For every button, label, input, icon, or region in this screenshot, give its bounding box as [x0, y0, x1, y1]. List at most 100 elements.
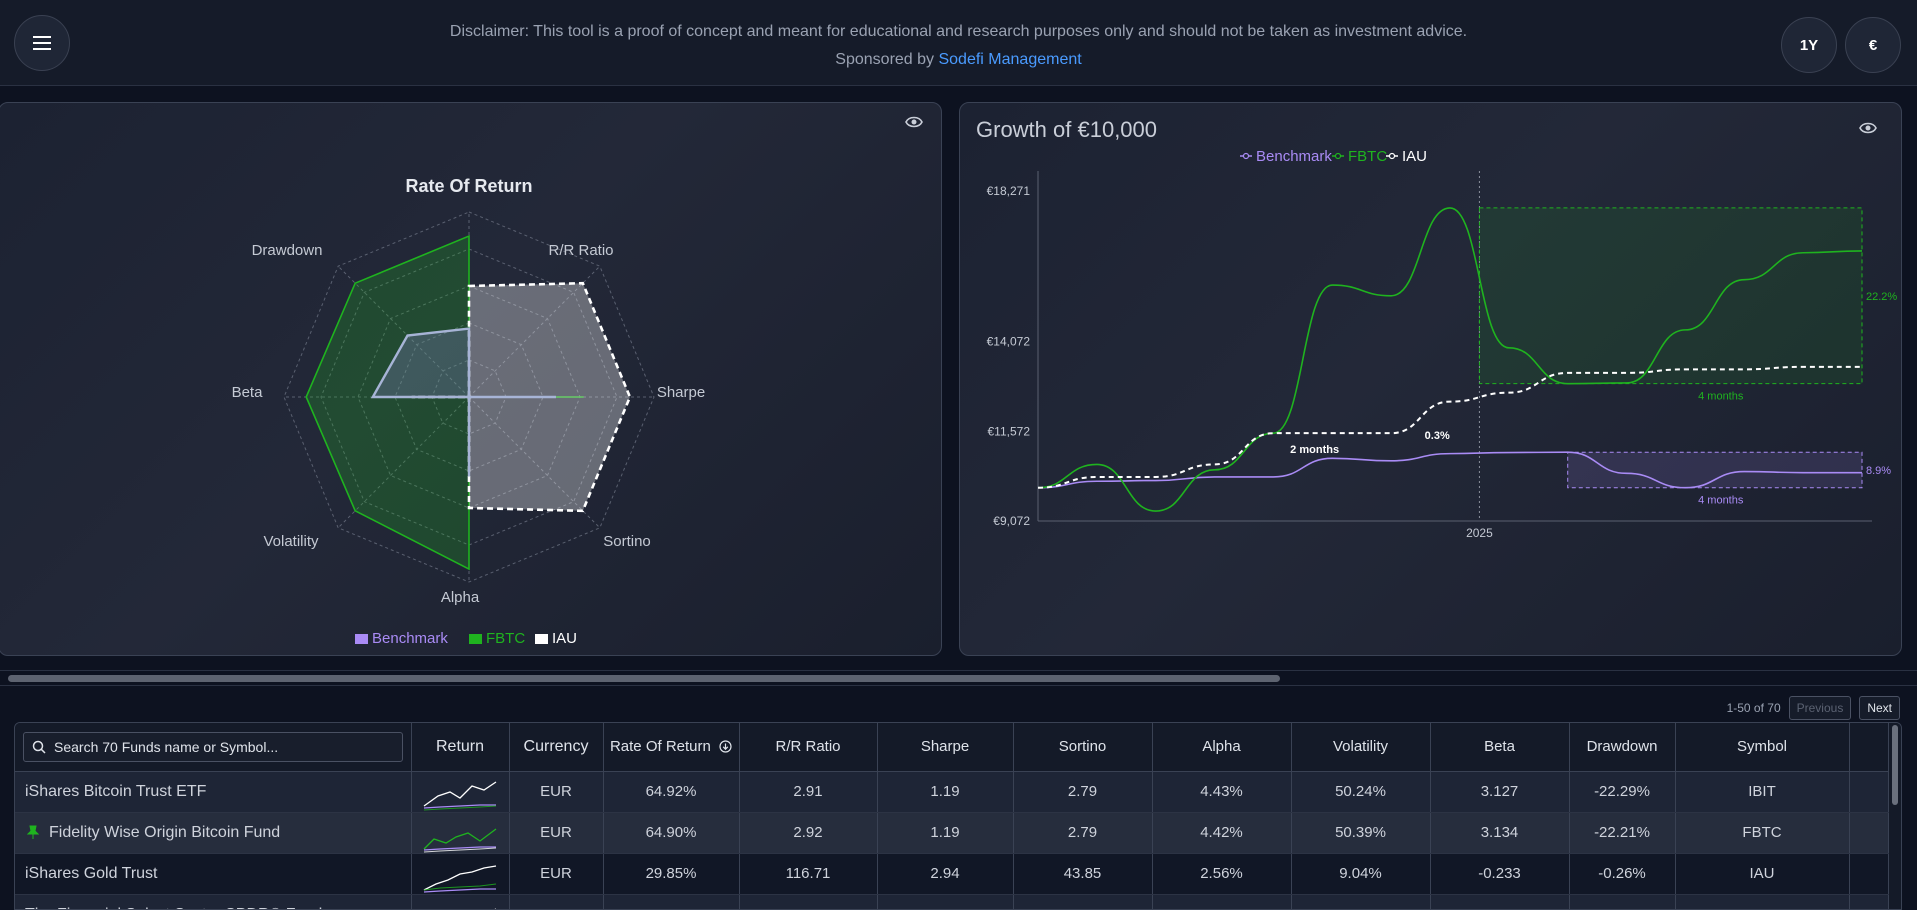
search-box[interactable]: [23, 731, 403, 762]
column-volatility[interactable]: Volatility: [1291, 723, 1431, 772]
fund-name-cell[interactable]: Fidelity Wise Origin Bitcoin Fund: [15, 812, 412, 854]
column-currency[interactable]: Currency: [509, 723, 604, 772]
column-return[interactable]: Return: [411, 723, 510, 772]
alpha-cell: 4.43%: [1152, 771, 1292, 813]
column-symbol[interactable]: Symbol: [1675, 723, 1850, 772]
table-body: iShares Bitcoin Trust ETF EUR 64.92% 2.91 1.…: [15, 771, 1889, 909]
series-line-iau: [1037, 365, 1862, 489]
legend-swatch: [355, 634, 368, 644]
currency-cell: EUR: [509, 812, 604, 854]
y-tick-label: €11,572: [988, 424, 1031, 438]
previous-button[interactable]: Previous: [1788, 696, 1852, 720]
return-sparkline: [423, 780, 497, 811]
period-button[interactable]: 1Y: [1781, 17, 1837, 73]
sponsor-prefix: Sponsored by: [835, 51, 935, 68]
radar-axis-label: Rate Of Return: [405, 176, 532, 196]
column-rr-ratio[interactable]: R/R Ratio: [739, 723, 878, 772]
volatility-cell: 9.04%: [1291, 853, 1431, 895]
fbtc-drawdown-pct: 22.2%: [1866, 291, 1897, 303]
column-rate-of-return[interactable]: Rate Of Return: [603, 723, 740, 772]
legend-marker: [1388, 152, 1396, 160]
return-sparkline-cell: [411, 771, 510, 813]
fund-name-cell[interactable]: The Financial Select Sector SPDR® Fund: [15, 894, 412, 909]
radar-chart: Rate Of Return R/R Ratio Sharpe Sortino Alph…: [232, 176, 706, 647]
legend-label: FBTC: [486, 630, 525, 647]
benchmark-drawdown-duration: 4 months: [1698, 495, 1744, 507]
scrollbar-thumb[interactable]: [1892, 725, 1898, 805]
vertical-scrollbar[interactable]: [1889, 723, 1901, 909]
fbtc-drawdown-duration: 4 months: [1698, 391, 1744, 403]
fund-name: Fidelity Wise Origin Bitcoin Fund: [49, 823, 281, 841]
spacer-cell: [1849, 853, 1889, 895]
legend-swatch: [469, 634, 482, 644]
legend-label: Benchmark: [1256, 148, 1332, 165]
menu-button[interactable]: [14, 15, 70, 71]
drawdown-cell: -0.26%: [1569, 853, 1676, 895]
column-spacer: [1849, 723, 1889, 772]
beta-cell: 1.864: [1430, 894, 1570, 909]
column-beta[interactable]: Beta: [1430, 723, 1570, 772]
top-bar: Disclaimer: This tool is a proof of conc…: [0, 0, 1917, 86]
radar-grid-ring: [283, 211, 655, 583]
volatility-cell: 50.24%: [1291, 771, 1431, 813]
radar-chart-card: Rate Of Return R/R Ratio Sharpe Sortino Alph…: [0, 102, 942, 656]
sponsor-link[interactable]: Sodefi Management: [938, 51, 1082, 68]
symbol-cell: IBIT: [1675, 771, 1850, 813]
fund-name-cell[interactable]: iShares Bitcoin Trust ETF: [15, 771, 412, 813]
column-sharpe[interactable]: Sharpe: [877, 723, 1014, 772]
radar-grid-ring: [320, 248, 618, 546]
currency-cell: EUR: [509, 853, 604, 895]
column-rate-of-return-label: Rate Of Return: [609, 738, 711, 756]
fund-name: iShares Gold Trust: [25, 864, 158, 882]
fund-name-cell[interactable]: iShares Gold Trust: [15, 853, 412, 895]
alpha-cell: 1.11%: [1152, 894, 1292, 909]
sort-desc-icon[interactable]: [719, 740, 732, 753]
sharpe-cell: 0.85: [877, 894, 1014, 909]
column-sortino[interactable]: Sortino: [1013, 723, 1153, 772]
next-button[interactable]: Next: [1859, 696, 1900, 720]
return-sparkline-cell: [411, 894, 510, 909]
sharpe-cell: 1.19: [877, 771, 1014, 813]
table-row[interactable]: iShares Bitcoin Trust ETF EUR 64.92% 2.91 1.…: [15, 771, 1889, 813]
drawdown-cell: -22.21%: [1569, 812, 1676, 854]
sharpe-cell: 1.19: [877, 812, 1014, 854]
series-line-benchmark: [1037, 451, 1862, 489]
radar-spoke: [337, 396, 470, 529]
sortino-cell: 43.85: [1013, 853, 1153, 895]
drawdown-cell: -22.29%: [1569, 771, 1676, 813]
eye-icon[interactable]: [905, 115, 923, 129]
spacer-cell: [1849, 894, 1889, 909]
return-sparkline-cell: [411, 812, 510, 854]
return-sparkline: [423, 827, 497, 853]
return-sparkline: [493, 907, 497, 909]
legend-swatch: [535, 634, 548, 644]
beta-cell: 3.134: [1430, 812, 1570, 854]
horizontal-scrollbar[interactable]: [0, 670, 1917, 686]
column-alpha[interactable]: Alpha: [1152, 723, 1292, 772]
table-row[interactable]: iShares Gold Trust EUR 29.85% 116.71 2.94 43.…: [15, 853, 1889, 895]
rate-of-return-cell: 20.43%: [603, 894, 740, 909]
drawdown-cell: -14.42%: [1569, 894, 1676, 909]
search-input[interactable]: [54, 738, 384, 755]
scrollbar-thumb[interactable]: [8, 675, 1280, 682]
symbol-cell: XLF: [1675, 894, 1850, 909]
search-icon: [32, 740, 46, 754]
table-row[interactable]: The Financial Select Sector SPDR® Fund EU…: [15, 894, 1889, 909]
symbol-cell: IAU: [1675, 853, 1850, 895]
search-header: [15, 723, 412, 772]
radar-grid-ring: [431, 359, 507, 435]
alpha-cell: 2.56%: [1152, 853, 1292, 895]
currency-button[interactable]: €: [1845, 17, 1901, 73]
return-sparkline: [423, 864, 497, 893]
eye-icon[interactable]: [1859, 121, 1877, 135]
column-drawdown[interactable]: Drawdown: [1569, 723, 1676, 772]
pin-icon[interactable]: [26, 825, 40, 839]
sponsor-line: Sponsored by Sodefi Management: [200, 46, 1717, 74]
radar-axis-label: Alpha: [441, 589, 480, 606]
legend-marker: [1334, 152, 1342, 160]
benchmark-drawdown-pct: 8.9%: [1866, 465, 1891, 477]
sortino-cell: 1.52: [1013, 894, 1153, 909]
table-row[interactable]: Fidelity Wise Origin Bitcoin Fund EUR 64.9…: [15, 812, 1889, 854]
beta-cell: -0.233: [1430, 853, 1570, 895]
radar-axis-label: Beta: [232, 384, 264, 401]
